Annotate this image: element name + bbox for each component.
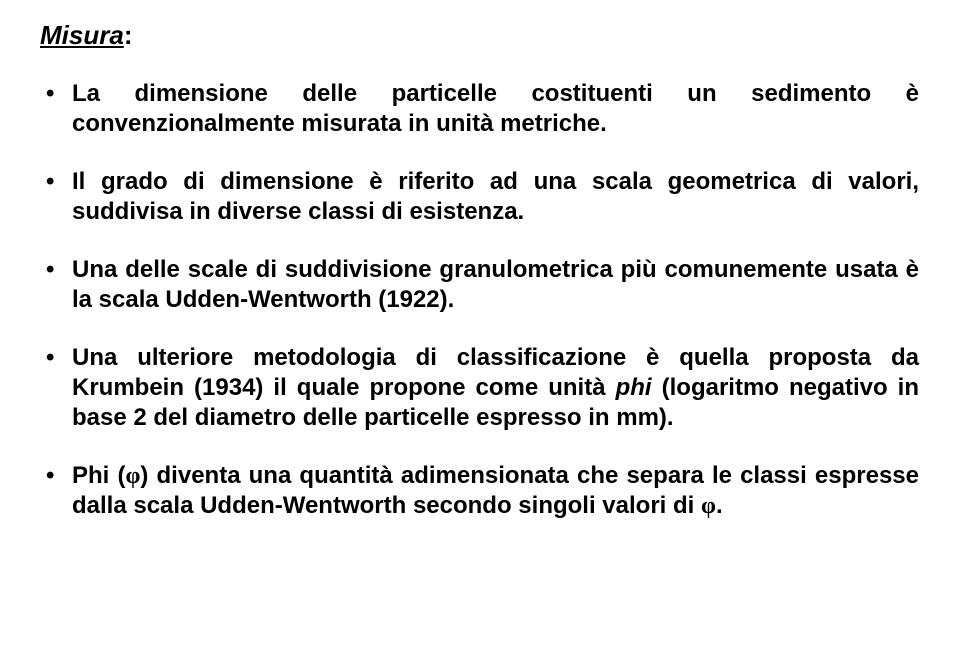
bullet-item: Phi (φ) diventa una quantità adimensiona… bbox=[40, 461, 919, 521]
bullet-text: . bbox=[716, 492, 723, 519]
bullet-item: La dimensione delle particelle costituen… bbox=[40, 79, 919, 139]
bullet-text: Phi ( bbox=[72, 462, 125, 489]
bullet-text: La dimensione delle particelle costituen… bbox=[72, 80, 919, 137]
document-page: Misura: La dimensione delle particelle c… bbox=[0, 0, 959, 569]
bullet-text: phi bbox=[616, 374, 652, 401]
bullet-text: φ bbox=[125, 463, 140, 489]
heading-underlined: Misura bbox=[40, 20, 124, 50]
bullet-item: Il grado di dimensione è riferito ad una… bbox=[40, 167, 919, 227]
heading-after: : bbox=[124, 20, 133, 50]
bullet-list: La dimensione delle particelle costituen… bbox=[40, 79, 919, 521]
bullet-text: Una delle scale di suddivisione granulom… bbox=[72, 256, 919, 313]
page-heading: Misura: bbox=[40, 20, 919, 51]
bullet-text: ) diventa una quantità adimensionata che… bbox=[72, 462, 919, 519]
bullet-item: Una delle scale di suddivisione granulom… bbox=[40, 255, 919, 315]
bullet-item: Una ulteriore metodologia di classificaz… bbox=[40, 343, 919, 433]
bullet-text: Il grado di dimensione è riferito ad una… bbox=[72, 168, 919, 225]
bullet-text: φ bbox=[701, 493, 716, 519]
